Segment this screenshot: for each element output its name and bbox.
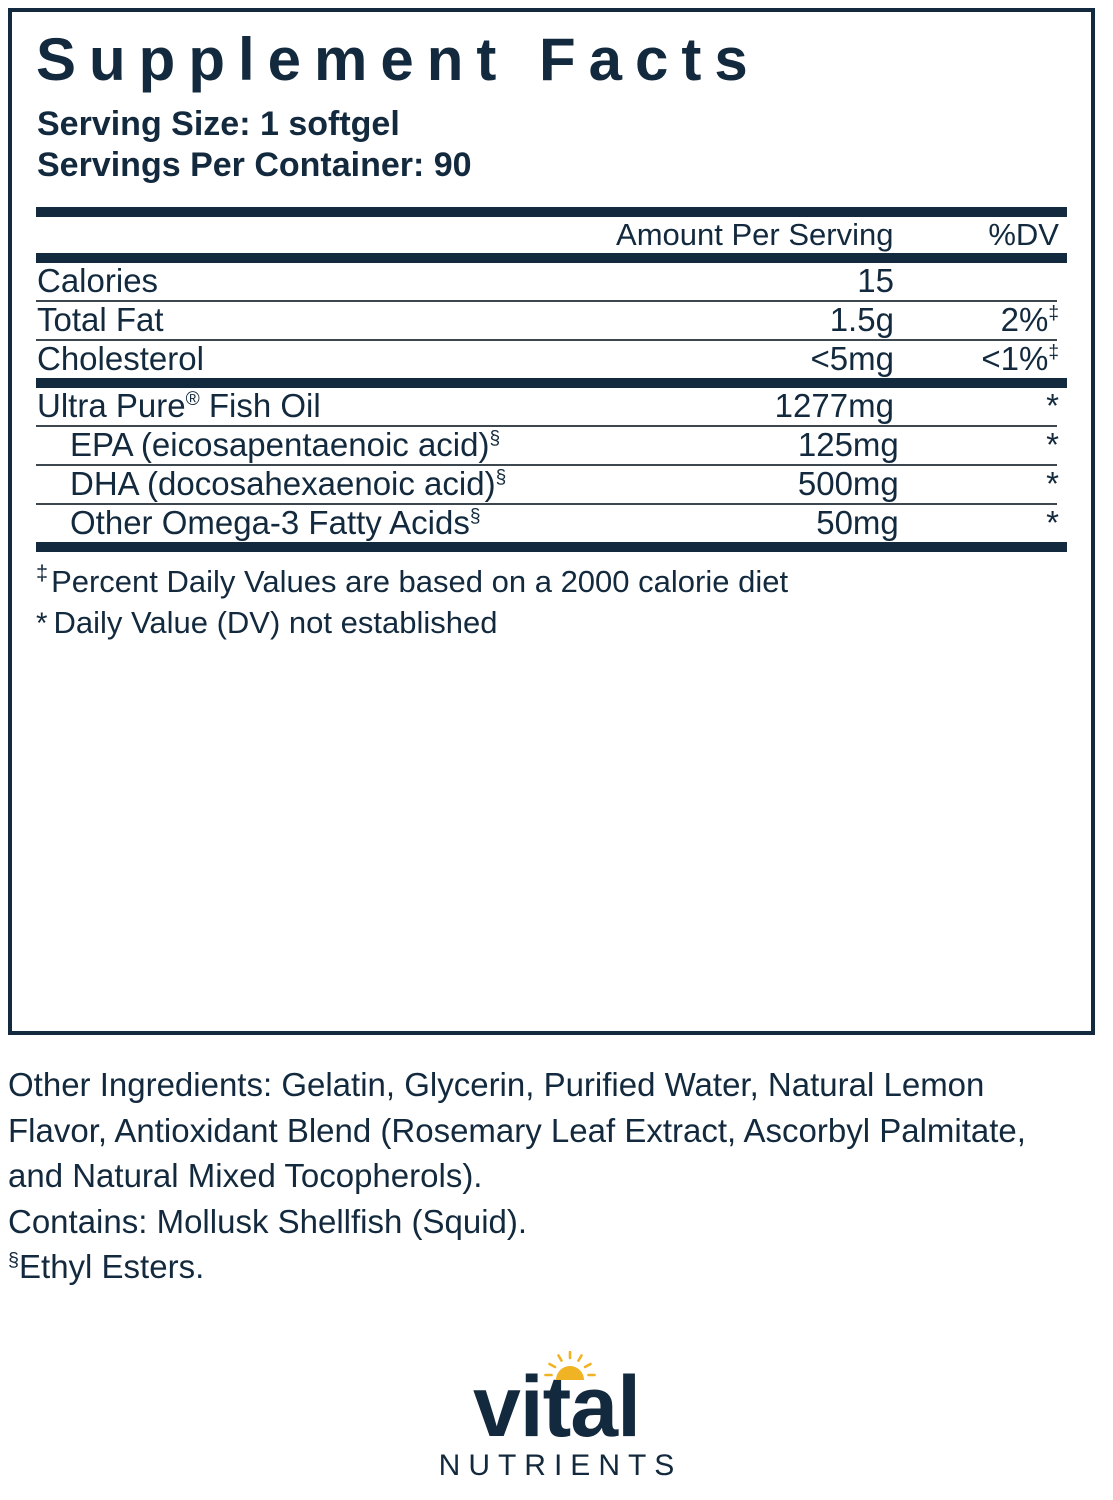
table-row: Other Omega-3 Fatty Acids§ 50mg *	[34, 503, 1069, 542]
ingredients-line-1: Other Ingredients: Gelatin, Glycerin, Pu…	[8, 1066, 985, 1103]
row-label: DHA (docosahexaenoic acid)§	[70, 464, 507, 502]
registered-icon: ®	[185, 388, 200, 410]
ethyl-ester-mark: §	[469, 505, 481, 527]
row-amount: 500mg	[797, 464, 899, 502]
nutrition-table-basic: Calories 15	[34, 261, 1069, 300]
row-label: Ultra Pure® Fish Oil	[37, 386, 321, 424]
rule-thin	[36, 463, 1057, 466]
row-label: Other Omega-3 Fatty Acids§	[70, 503, 481, 541]
row-amount: 50mg	[816, 503, 899, 541]
nutrition-table-oil-3: DHA (docosahexaenoic acid)§ 500mg *	[34, 464, 1069, 503]
nutrition-table-basic-3: Cholesterol <5mg <1%‡	[34, 339, 1069, 378]
other-ingredients-block: Other Ingredients: Gelatin, Glycerin, Pu…	[8, 1062, 1038, 1290]
row-dv: *	[1046, 503, 1059, 541]
row-label: EPA (eicosapentaenoic acid)§	[70, 425, 501, 463]
rule-heavy-bottom	[36, 541, 1067, 552]
servings-per-container: Servings Per Container: 90	[37, 146, 472, 185]
rule-thin	[36, 502, 1057, 505]
ethyl-ester-mark: §	[489, 427, 501, 449]
nutrition-table-oil-1: Ultra Pure® Fish Oil 1277mg *	[34, 386, 1069, 425]
row-amount: <5mg	[810, 339, 894, 377]
row-dv: <1%‡	[981, 339, 1059, 377]
row-amount: 1.5g	[829, 300, 894, 338]
row-label: Calories	[37, 261, 159, 299]
row-dv: *	[1046, 425, 1059, 463]
nutrition-table-oil-2: EPA (eicosapentaenoic acid)§ 125mg *	[34, 425, 1069, 464]
nutrition-table-oil-4: Other Omega-3 Fatty Acids§ 50mg *	[34, 503, 1069, 542]
rule-thin	[36, 424, 1057, 427]
table-row: Cholesterol <5mg <1%‡	[34, 339, 1069, 378]
rule-heavy-top	[36, 206, 1067, 217]
rule-heavy-mid	[36, 377, 1067, 388]
serving-info: Serving Size: 1 softgel Servings Per Con…	[34, 104, 1069, 187]
sun-icon	[543, 1351, 596, 1380]
row-amount: 125mg	[797, 425, 899, 463]
table-row: Ultra Pure® Fish Oil 1277mg *	[34, 386, 1069, 425]
contains-statement: Contains: Mollusk Shellfish (Squid).	[8, 1202, 528, 1240]
row-amount: 15	[857, 261, 894, 299]
row-dv: 2%‡	[1000, 300, 1059, 338]
rule-thin	[36, 299, 1057, 302]
nutrition-table: Amount Per Serving %DV	[34, 217, 1069, 253]
row-dv: *	[1046, 386, 1059, 424]
brand-logo: vital NUTRIENTS	[0, 1351, 1113, 1483]
row-label: Cholesterol	[37, 339, 204, 377]
section-mark-icon: §	[8, 1249, 20, 1272]
rule-heavy-under-header	[36, 252, 1067, 263]
header-percent-dv: %DV	[988, 216, 1059, 252]
header-name	[34, 217, 600, 253]
supplement-facts-panel: Supplement Facts Serving Size: 1 softgel…	[8, 8, 1095, 1035]
footnote-dv-not-established: * Daily Value (DV) not established	[36, 604, 498, 640]
ethyl-esters-note: §Ethyl Esters.	[8, 1248, 205, 1286]
logo-subtitle: NUTRIENTS	[438, 1449, 683, 1483]
ingredients-line-3: and Natural Mixed Tocopherols).	[8, 1157, 483, 1195]
row-label: Total Fat	[37, 300, 164, 338]
dagger-icon: ‡	[36, 560, 49, 586]
table-row: DHA (docosahexaenoic acid)§ 500mg *	[34, 464, 1069, 503]
logo-mark: vital NUTRIENTS	[431, 1351, 683, 1483]
table-header-row: Amount Per Serving %DV	[34, 217, 1069, 253]
table-row: Calories 15	[34, 261, 1069, 300]
nutrition-table-basic-2: Total Fat 1.5g 2%‡	[34, 300, 1069, 339]
rule-thin	[36, 338, 1057, 341]
serving-size: Serving Size: 1 softgel	[37, 105, 400, 143]
footnote-mark: ‡	[1048, 302, 1059, 324]
table-row: Total Fat 1.5g 2%‡	[34, 300, 1069, 339]
ingredients-line-2: Flavor, Antioxidant Blend (Rosemary Leaf…	[8, 1111, 1026, 1149]
ethyl-ester-mark: §	[495, 466, 507, 488]
header-amount-per-serving: Amount Per Serving	[616, 216, 894, 252]
row-amount: 1277mg	[774, 386, 894, 424]
page-title: Supplement Facts	[36, 26, 761, 93]
asterisk-icon: *	[36, 606, 48, 640]
footnotes: ‡Percent Daily Values are based on a 200…	[34, 552, 1069, 644]
table-row: EPA (eicosapentaenoic acid)§ 125mg *	[34, 425, 1069, 464]
row-dv: *	[1046, 464, 1059, 502]
row-dv	[908, 263, 1069, 300]
footnote-daily-values: ‡Percent Daily Values are based on a 200…	[36, 560, 789, 599]
footnote-mark: ‡	[1048, 341, 1059, 363]
